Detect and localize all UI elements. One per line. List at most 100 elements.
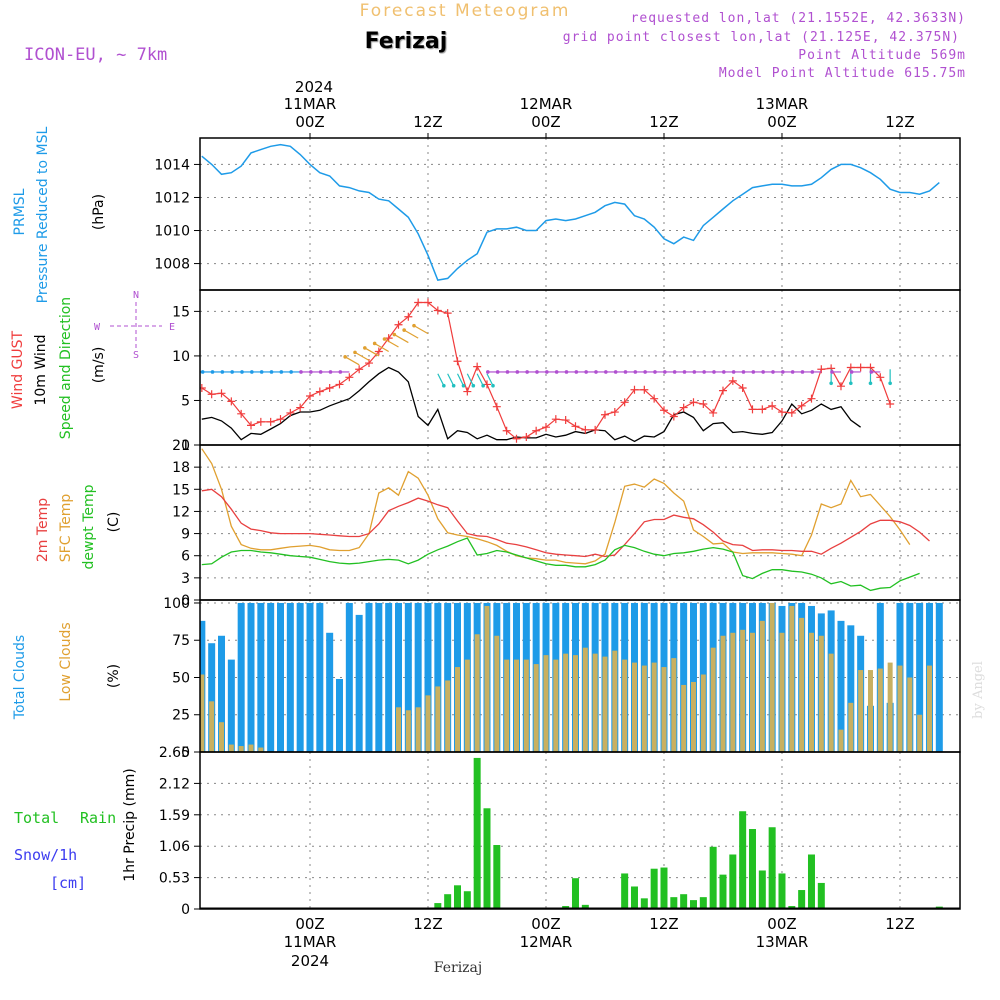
bottom-axis-hour: 00Z <box>767 915 796 933</box>
gust-marker <box>738 383 747 392</box>
wind-direction-arrow <box>374 342 389 352</box>
gust-marker <box>718 386 727 395</box>
wind-arrow-head <box>269 370 274 374</box>
low-cloud-bar <box>710 647 716 752</box>
wind-arrow-head <box>712 370 716 374</box>
credit-watermark: by Angel <box>971 661 986 719</box>
wind-direction-arrow <box>476 373 484 387</box>
wind-arrow-head <box>722 370 726 374</box>
wind-arrow-head <box>382 337 387 341</box>
wind-arrow-head <box>810 370 815 374</box>
wind-arrow-head <box>495 370 500 374</box>
gust-marker <box>325 383 334 392</box>
low-cloud-bar <box>200 674 205 752</box>
wind-arrow-head <box>442 383 446 388</box>
low-cloud-bar <box>897 665 903 752</box>
pressure-label: Pressure Reduced to MSL <box>35 126 51 303</box>
low-cloud-bar <box>661 667 667 752</box>
low-cloud-bar <box>219 722 225 752</box>
gust-marker <box>807 394 816 403</box>
wind-arrow-head <box>672 370 677 374</box>
wind-arrow-head <box>309 370 313 374</box>
dewpoint-line <box>201 537 920 592</box>
precip-bar <box>463 891 471 909</box>
wind-arrow-head <box>800 370 805 374</box>
gust-marker <box>512 434 521 443</box>
wind-arrow-head <box>771 370 775 374</box>
wind-arrow-head <box>869 370 874 374</box>
low-cloud-bar <box>464 659 470 752</box>
low-cloud-bar <box>209 701 215 752</box>
grid-layer <box>200 138 960 909</box>
low-cloud-bar <box>808 632 814 752</box>
total-cloud-bar <box>267 602 275 752</box>
y-tick-label: 0.53 <box>159 871 190 887</box>
gust-marker <box>541 423 550 432</box>
wind-arrow-head <box>849 381 853 386</box>
wind-arrow-head <box>868 381 873 386</box>
precip-bar <box>650 868 658 909</box>
top-axis-hour: 00Z <box>531 113 560 131</box>
wind-arrow-head <box>643 370 647 374</box>
y-tick-label: 12 <box>172 504 190 520</box>
requested-coords: requested lon,lat (21.1552E, 42.3633N) <box>631 11 966 26</box>
y-tick-label: 9 <box>181 527 190 543</box>
precip-bar <box>571 878 579 909</box>
gust-marker <box>836 382 845 391</box>
total-cloud-bar <box>286 602 294 752</box>
gust-marker <box>728 376 737 385</box>
total-cloud-bar <box>394 602 402 752</box>
gust-marker <box>591 425 600 434</box>
wind-arrow-head <box>372 341 377 346</box>
gust-marker <box>630 385 639 394</box>
gust-marker <box>453 357 462 366</box>
wind-arrow-head <box>318 370 323 374</box>
bottom-axis-hour: 12Z <box>649 915 678 933</box>
wind-compass: N S W E <box>94 290 175 361</box>
wind-arrow-head <box>849 370 854 374</box>
y-tick-label: 75 <box>172 633 190 649</box>
precip-bar <box>434 903 442 909</box>
gust-marker <box>797 401 806 410</box>
precip-total-label: Total <box>14 809 59 827</box>
total-cloud-bar <box>296 602 304 752</box>
precip-bar <box>640 898 648 909</box>
gust-marker <box>355 365 364 374</box>
low-cloud-bar <box>602 656 608 752</box>
y-tick-label: 21 <box>172 438 190 454</box>
low-cloud-bar <box>887 662 893 752</box>
low-cloud-bar <box>631 662 637 752</box>
precip-bar <box>621 873 629 909</box>
point-altitude: Point Altitude 569m <box>798 48 966 63</box>
precip-bar <box>689 900 697 909</box>
wind-arrow-head <box>525 370 529 374</box>
total-cloud-bar <box>680 602 688 752</box>
wind-arrow-head <box>623 370 628 374</box>
gust-marker <box>600 410 609 419</box>
low-cloud-bar <box>749 632 755 752</box>
top-axis-hour: 00Z <box>767 113 796 131</box>
gust-marker <box>256 417 265 426</box>
wind-arrow-head <box>402 328 406 332</box>
precip-snow-label: Snow/1h <box>14 846 77 864</box>
wind-arrow-head <box>594 370 598 374</box>
wind-arrow-head <box>829 381 833 386</box>
total-cloud-bar <box>247 602 255 752</box>
low-cloud-bar <box>828 653 834 752</box>
total-cloud-bar <box>444 602 452 752</box>
wind-arrow-head <box>545 370 549 374</box>
low-cloud-bar <box>867 670 873 752</box>
wind-arrow-head <box>279 370 284 374</box>
compass-e: E <box>169 322 175 333</box>
panel-frame-clouds <box>199 599 961 753</box>
wind-direction-arrow <box>344 356 360 366</box>
gust-marker <box>492 402 501 411</box>
y-tick-label: 15 <box>172 482 190 498</box>
wind-arrow-head <box>888 381 892 386</box>
wind-arrow-head <box>471 383 476 388</box>
gust-marker <box>404 312 413 321</box>
precip-bar <box>473 757 481 909</box>
y-tick-label: 1014 <box>154 157 190 173</box>
clouds-unit: (%) <box>106 664 122 688</box>
